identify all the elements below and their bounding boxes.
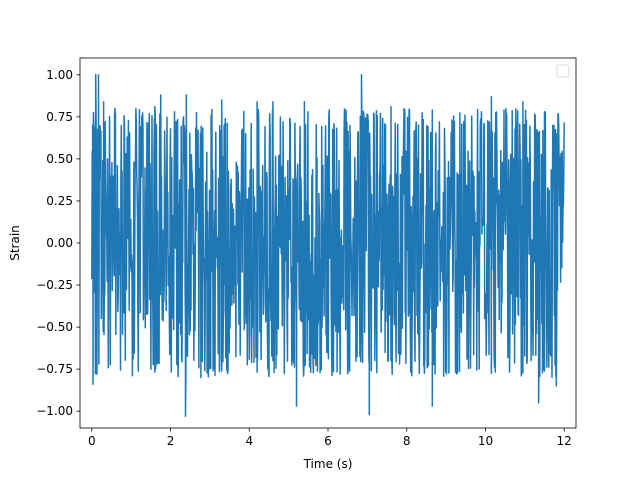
y-tick-label: 0.75	[46, 110, 73, 124]
y-tick-label: −0.25	[36, 278, 73, 292]
x-axis-label: Time (s)	[303, 457, 353, 471]
y-tick-label: −0.75	[36, 362, 73, 376]
x-tick-label: 8	[403, 434, 411, 448]
axes-frame	[79, 57, 577, 429]
series-layer	[91, 74, 565, 417]
x-tick-label: 4	[245, 434, 253, 448]
y-tick-label: −0.50	[36, 320, 73, 334]
y-tick-label: 0.50	[46, 152, 73, 166]
y-tick-label: 0.25	[46, 194, 73, 208]
y-axis-ticks: −1.00 −0.75 −0.50 −0.25 0.00 0.25 0.50 0.75 1.00	[36, 68, 80, 418]
legend	[556, 64, 570, 78]
y-tick-label: −1.00	[36, 404, 73, 418]
x-axis-ticks: 0 2 4 6 8 10 12	[88, 428, 572, 448]
y-axis-label: Strain	[8, 225, 22, 261]
x-tick-label: 10	[478, 434, 493, 448]
x-tick-label: 2	[167, 434, 175, 448]
y-tick-label: 1.00	[46, 68, 73, 82]
x-tick-label: 12	[557, 434, 572, 448]
x-tick-label: 0	[88, 434, 96, 448]
strain-series-line	[91, 74, 565, 417]
y-tick-label: 0.00	[46, 236, 73, 250]
x-tick-label: 6	[324, 434, 332, 448]
legend-box	[556, 64, 570, 78]
